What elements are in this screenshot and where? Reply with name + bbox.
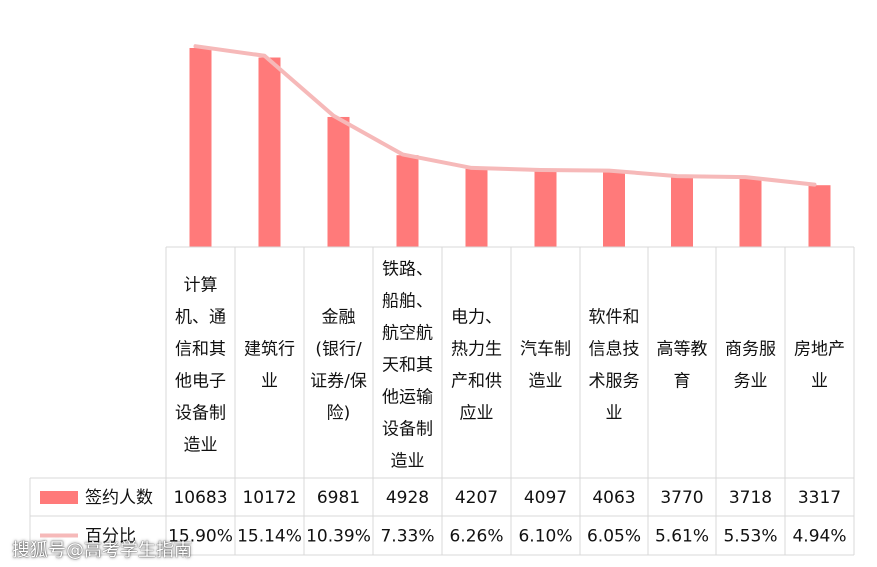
bar <box>671 176 693 247</box>
data-label: 6.05% <box>587 527 641 547</box>
category-label: 高等教育 <box>657 340 708 392</box>
data-label: 15.90% <box>168 527 233 547</box>
bar <box>327 116 350 248</box>
data-label: 5.53% <box>723 527 777 547</box>
category-label: 汽车制造业 <box>520 340 571 392</box>
data-label: 4.94% <box>792 527 846 547</box>
data-label: 10683 <box>173 488 227 508</box>
data-label: 4097 <box>524 488 567 508</box>
data-label: 7.33% <box>380 527 434 547</box>
category-label: 铁路、船舶、航空航天和其他运输设备制造业 <box>382 260 433 472</box>
bar <box>808 185 831 247</box>
data-label: 5.61% <box>655 527 709 547</box>
data-label: 4928 <box>386 488 429 508</box>
bar <box>603 171 625 247</box>
data-label: 3718 <box>729 488 772 508</box>
category-label: 建筑行业 <box>244 340 295 392</box>
category-label: 商务服务业 <box>725 340 776 392</box>
category-label: 电力、热力生产和供应业 <box>451 308 502 424</box>
data-label: 15.14% <box>237 527 302 547</box>
category-label: 计算机、通信和其他电子设备制造业 <box>175 276 226 456</box>
data-label: 3317 <box>798 488 841 508</box>
category-label: 金融(银行/证券/保险) <box>310 308 367 424</box>
category-label: 软件和信息技术服务业 <box>589 308 640 424</box>
bar <box>465 168 488 247</box>
bar <box>534 170 557 247</box>
data-label: 6.10% <box>518 527 572 547</box>
bar <box>396 155 419 247</box>
legend-label: 百分比 <box>85 527 136 547</box>
bar <box>189 48 212 247</box>
legend-label: 签约人数 <box>85 488 153 508</box>
bar <box>739 177 762 247</box>
data-label: 6981 <box>317 488 360 508</box>
data-label: 4063 <box>592 488 635 508</box>
data-label: 10172 <box>242 488 296 508</box>
legend-key-bar <box>40 491 78 504</box>
series-line-百分比 <box>193 44 817 187</box>
data-label: 6.26% <box>449 527 503 547</box>
data-label: 3770 <box>660 488 703 508</box>
data-label: 10.39% <box>306 527 371 547</box>
bar <box>258 57 281 247</box>
data-label: 4207 <box>455 488 498 508</box>
category-label: 房地产业 <box>794 340 845 392</box>
watermark: 搜狐号@高考学生指南 <box>12 540 192 561</box>
